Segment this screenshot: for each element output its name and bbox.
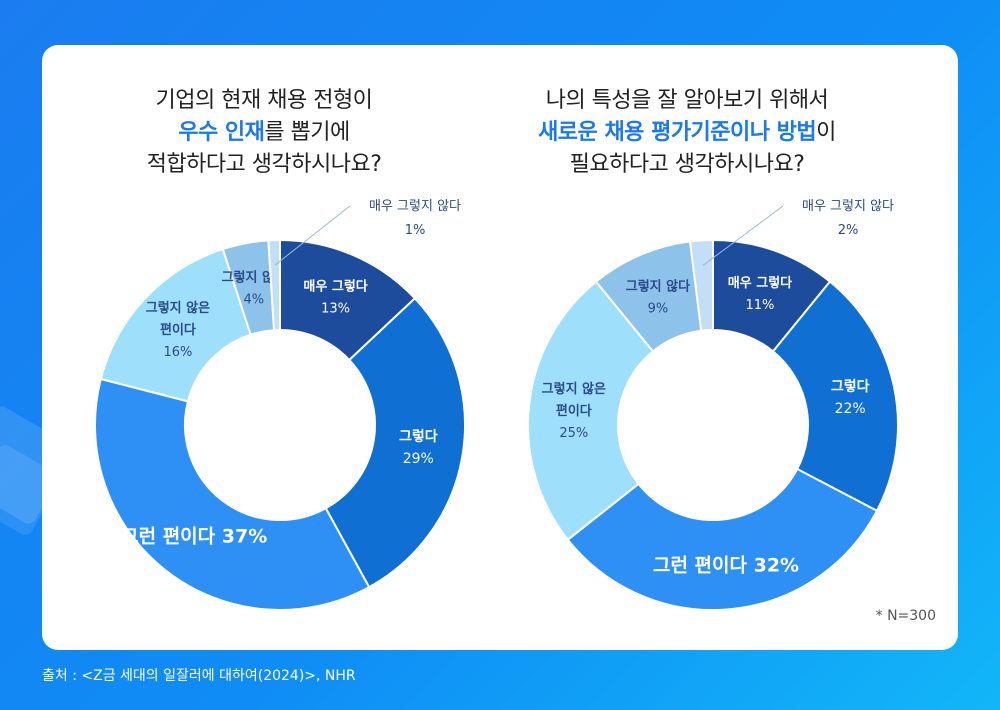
chart-2-slice-5-category: 그렇지 않다 bbox=[626, 278, 690, 294]
chart-2-slice-6-category: 매우 그렇지 않다 bbox=[802, 199, 894, 214]
chart-2-question-line-3: 필요하다고 생각하시나요? bbox=[569, 152, 805, 177]
chart-1-slice-6-label: 매우 그렇지 않다 1% bbox=[369, 199, 461, 238]
chart-1-slice-6-category: 매우 그렇지 않다 bbox=[369, 199, 461, 214]
chart-1-slice-4-category: 편이다 bbox=[160, 322, 196, 338]
chart-2-slice-3 bbox=[566, 467, 879, 611]
chart-2-slice-2-category: 그렇다 bbox=[831, 379, 870, 395]
chart-2-slice-6-value: 2% bbox=[838, 223, 859, 238]
chart-1-leader-line bbox=[274, 205, 351, 266]
chart-1-slice-4 bbox=[99, 247, 252, 403]
chart-2-slice-1-value: 11% bbox=[746, 298, 775, 313]
chart-1-slice-1-label: 매우 그렇다 13% bbox=[303, 279, 367, 317]
chart-2-slice-4 bbox=[527, 280, 655, 542]
chart-2-slice-4-category: 그렇지 않은 bbox=[542, 381, 606, 397]
chart-2-slice-1-category: 매우 그렇다 bbox=[728, 275, 792, 291]
chart-2-slice-3-value: 그런 편이다 32% bbox=[653, 554, 799, 576]
chart-2-question-line-2: 새로운 채용 평가기준이나 방법이 bbox=[538, 120, 836, 145]
chart-1-question-line-2: 우수 인재를 뽑기에 bbox=[178, 120, 350, 145]
chart-2-slice-2-value: 22% bbox=[835, 401, 866, 417]
chart-2-question-highlight: 새로운 채용 평가기준이나 방법 bbox=[538, 120, 817, 145]
chart-1-slice-6-value: 1% bbox=[405, 223, 426, 238]
chart-1-question: 기업의 현재 채용 전형이 우수 인재를 뽑기에 적합하다고 생각하시나요? bbox=[64, 85, 464, 181]
chart-1-slice-2-label: 그렇다 29% bbox=[399, 429, 438, 467]
chart-1-slice-2-value: 29% bbox=[403, 451, 434, 467]
chart-1-question-line-1: 기업의 현재 채용 전형이 bbox=[155, 88, 373, 113]
chart-1-slice-1-value: 13% bbox=[321, 302, 350, 317]
chart-1-slice-3-value: 그런 편이다 37% bbox=[121, 526, 267, 548]
chart-1-slice-4-category: 그렇지 않은 bbox=[146, 300, 210, 316]
chart-1-slice-3-label: 그런 편이다 37% bbox=[121, 526, 267, 548]
chart-1-slice-5-value: 4% bbox=[243, 292, 264, 307]
chart-2-slice-5-value: 9% bbox=[648, 301, 669, 316]
chart-2-slice-3-label: 그런 편이다 32% bbox=[653, 554, 799, 576]
chart-2-slice-4-category: 편이다 bbox=[556, 403, 592, 419]
chart-1-question-highlight: 우수 인재 bbox=[178, 120, 265, 145]
chart-2-slice-1-label: 매우 그렇다 11% bbox=[728, 275, 792, 313]
chart-1-slice-4-value: 16% bbox=[163, 345, 192, 360]
sample-size-note: * N=300 bbox=[875, 608, 936, 624]
chart-2-leader-line bbox=[702, 205, 784, 266]
chart-2-slice-4-value: 25% bbox=[559, 426, 588, 441]
chart-1-question-line-3: 적합하다고 생각하시나요? bbox=[146, 152, 382, 177]
chart-1-slice-3 bbox=[94, 377, 371, 611]
source-citation: 출처 : <Z금 세대의 일잘러에 대하여(2024)>, NHR bbox=[42, 668, 356, 684]
chart-1-slice-2-category: 그렇다 bbox=[399, 429, 438, 445]
chart-1-slice-1-category: 매우 그렇다 bbox=[303, 279, 367, 295]
chart-2-question-line-1: 나의 특성을 잘 알아보기 위해서 bbox=[545, 88, 829, 113]
chart-2-slice-2 bbox=[771, 280, 899, 513]
chart-2-slice-2-label: 그렇다 22% bbox=[831, 379, 870, 417]
chart-1-slice-2 bbox=[324, 296, 466, 589]
chart-2-slice-6-label: 매우 그렇지 않다 2% bbox=[802, 199, 894, 238]
chart-2-question: 나의 특성을 잘 알아보기 위해서 새로운 채용 평가기준이나 방법이 필요하다… bbox=[487, 85, 887, 181]
chart-2-slice-5-label: 그렇지 않다 9% bbox=[626, 278, 690, 316]
chart-1-slice-6 bbox=[267, 238, 281, 332]
